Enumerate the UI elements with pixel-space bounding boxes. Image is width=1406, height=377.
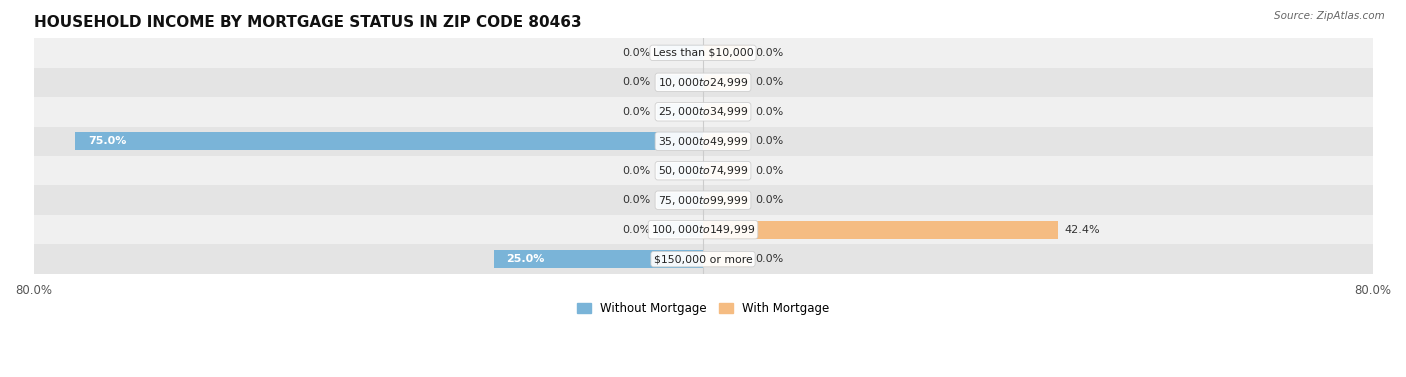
Bar [703,252,749,267]
Text: $75,000 to $99,999: $75,000 to $99,999 [658,194,748,207]
Text: $50,000 to $74,999: $50,000 to $74,999 [658,164,748,177]
Bar [703,252,749,267]
Legend: Without Mortgage, With Mortgage: Without Mortgage, With Mortgage [572,297,834,320]
Text: 0.0%: 0.0% [621,107,651,117]
Bar [703,221,1057,239]
Text: $10,000 to $24,999: $10,000 to $24,999 [658,76,748,89]
Bar [703,163,749,178]
Text: 0.0%: 0.0% [621,48,651,58]
Text: $100,000 to $149,999: $100,000 to $149,999 [651,223,755,236]
Text: $25,000 to $34,999: $25,000 to $34,999 [658,105,748,118]
Bar [703,134,749,149]
Text: 0.0%: 0.0% [755,166,785,176]
Bar [657,75,703,90]
Bar [703,193,749,208]
Text: $35,000 to $49,999: $35,000 to $49,999 [658,135,748,148]
Text: 42.4%: 42.4% [1064,225,1099,234]
Text: 0.0%: 0.0% [621,166,651,176]
Text: HOUSEHOLD INCOME BY MORTGAGE STATUS IN ZIP CODE 80463: HOUSEHOLD INCOME BY MORTGAGE STATUS IN Z… [34,15,581,30]
Text: 0.0%: 0.0% [621,195,651,205]
Bar [34,244,1372,274]
Bar [703,134,749,149]
Bar [657,104,703,119]
Bar [494,250,703,268]
Text: 0.0%: 0.0% [755,254,785,264]
Text: 0.0%: 0.0% [621,77,651,87]
Text: 75.0%: 75.0% [89,136,127,146]
Bar [657,222,703,237]
Text: Less than $10,000: Less than $10,000 [652,48,754,58]
Text: 0.0%: 0.0% [755,48,785,58]
Bar [657,193,703,208]
Text: 0.0%: 0.0% [755,77,785,87]
Text: Source: ZipAtlas.com: Source: ZipAtlas.com [1274,11,1385,21]
Bar [657,163,703,178]
Bar [34,38,1372,67]
Text: 0.0%: 0.0% [621,225,651,234]
Bar [703,222,749,237]
Bar [657,222,703,237]
Text: 25.0%: 25.0% [506,254,544,264]
Bar [34,97,1372,127]
Bar [76,132,703,150]
Bar [703,46,749,60]
Bar [34,215,1372,244]
Text: $150,000 or more: $150,000 or more [654,254,752,264]
Text: 0.0%: 0.0% [755,136,785,146]
Text: 0.0%: 0.0% [755,195,785,205]
Bar [34,67,1372,97]
Bar [703,75,749,90]
Bar [657,46,703,60]
Bar [34,127,1372,156]
Bar [34,185,1372,215]
Bar [34,156,1372,185]
Bar [703,104,749,119]
Text: 0.0%: 0.0% [755,107,785,117]
